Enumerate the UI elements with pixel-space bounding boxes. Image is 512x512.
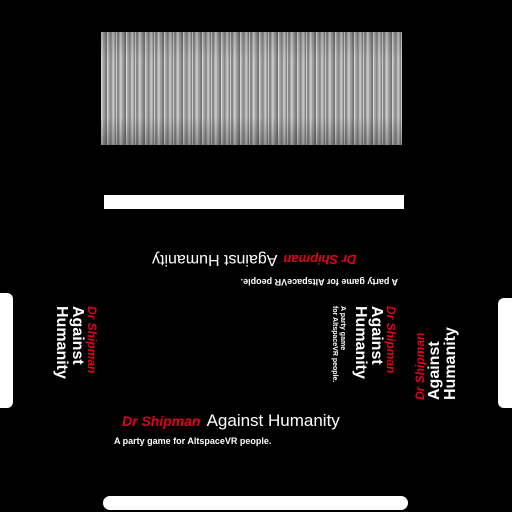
- center-side-name-red: Dr Shipman: [384, 306, 398, 374]
- bottom-edge-strip: [103, 496, 408, 510]
- center-side-tagline-1: A party game: [338, 306, 346, 351]
- right-side-name-white-1: Against: [425, 341, 443, 400]
- top-face-name-red: Dr Shipman: [283, 252, 357, 267]
- right-side-name-white-2: Humanity: [442, 327, 460, 400]
- box-front-face-tagline: A party game for AltspaceVR people.: [114, 436, 272, 446]
- right-edge-strip: [498, 298, 512, 408]
- box-right-side-label: Dr Shipman Against Humanity: [413, 327, 464, 400]
- left-side-name-red: Dr Shipman: [85, 306, 99, 374]
- left-side-name-white-2: Humanity: [52, 306, 70, 379]
- left-edge-strip: [0, 293, 13, 408]
- center-side-name-white-1: Against: [368, 306, 386, 365]
- box-left-side-label: Dr Shipman Against Humanity: [48, 306, 99, 384]
- box-top-face-label: Dr Shipman Against Humanity A party game …: [152, 244, 398, 294]
- left-side-name-white-1: Against: [69, 306, 87, 365]
- striped-texture-panel: [101, 32, 402, 145]
- box-front-face-title: Dr Shipman Against Humanity: [122, 411, 340, 431]
- center-side-tagline-2: for AltspaceVR people.: [330, 306, 338, 383]
- box-center-side-label: Dr Shipman Against Humanity A party game…: [307, 306, 398, 396]
- top-edge-strip: [104, 195, 404, 209]
- top-face-tagline: A party game for AltspaceVR people.: [240, 277, 398, 287]
- center-side-name-white-2: Humanity: [351, 306, 369, 379]
- right-side-name-red: Dr Shipman: [413, 332, 427, 400]
- front-face-name-red: Dr Shipman: [122, 413, 201, 429]
- top-face-name-white: Against Humanity: [152, 251, 278, 268]
- front-face-name-white: Against Humanity: [206, 411, 340, 430]
- top-face-title: Dr Shipman Against Humanity: [152, 250, 356, 268]
